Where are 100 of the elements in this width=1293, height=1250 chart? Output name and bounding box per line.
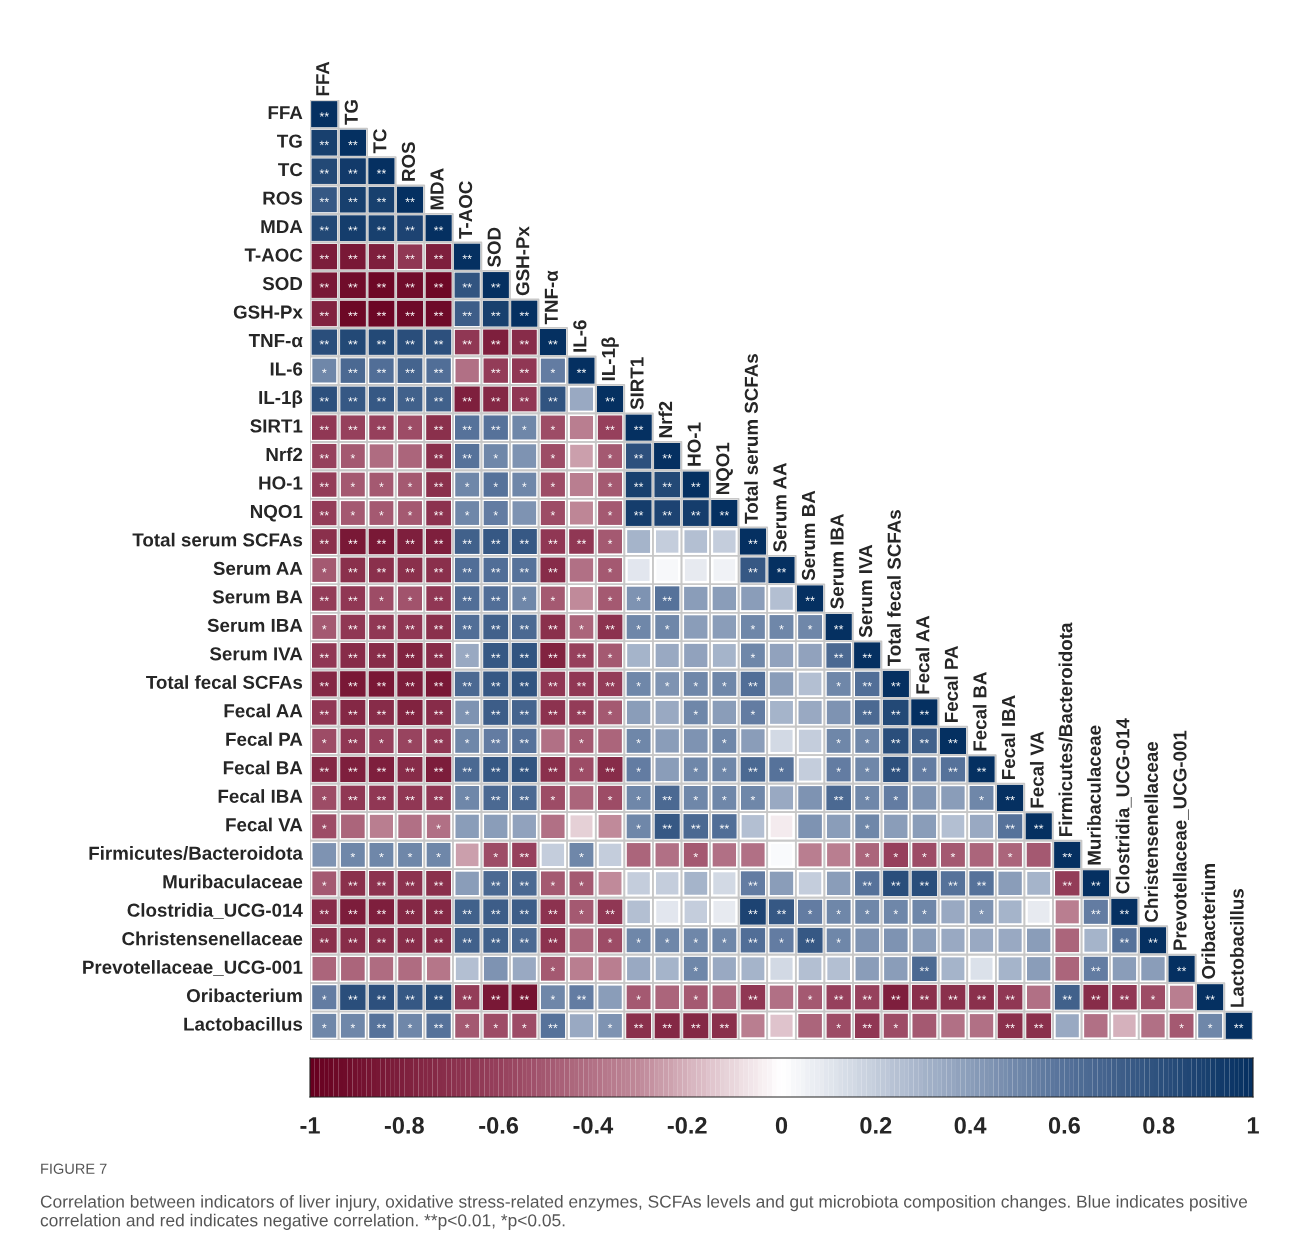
data-label: * [464, 710, 470, 715]
data-label: ** [748, 681, 758, 687]
data-label: ** [462, 454, 472, 459]
data-label: * [407, 596, 413, 601]
data-label: ** [319, 767, 329, 772]
data-label: ** [891, 681, 901, 687]
data-label: ** [519, 881, 529, 886]
data-label: * [550, 368, 556, 374]
data-label: * [1150, 995, 1156, 1000]
data-label: * [550, 795, 556, 801]
data-label: ** [462, 909, 472, 915]
data-label: * [464, 1023, 470, 1029]
data-label: * [493, 852, 498, 858]
data-label: ** [376, 767, 387, 772]
data-label: ** [491, 539, 501, 544]
data-label: ** [433, 226, 444, 231]
x-tick-label: Total fecal SCFAs [887, 510, 901, 667]
data-label: * [322, 568, 327, 573]
data-label: ** [462, 568, 472, 573]
data-label: * [464, 795, 470, 801]
data-label: ** [319, 425, 329, 431]
data-label: ** [891, 767, 901, 772]
data-label: ** [976, 881, 987, 886]
data-label: ** [376, 368, 387, 374]
data-label: ** [319, 140, 329, 146]
data-label: ** [491, 795, 501, 801]
x-tick-label: Fecal VA [1029, 731, 1044, 808]
data-label: ** [691, 511, 701, 516]
data-label: ** [348, 909, 358, 915]
x-tick-label: Clostridia_UCG-014 [1115, 718, 1132, 894]
data-label: ** [405, 254, 415, 260]
data-label: ** [376, 254, 387, 260]
data-label: ** [376, 311, 387, 317]
data-label: ** [405, 340, 415, 345]
data-label: ** [662, 596, 672, 601]
data-label: ** [405, 539, 415, 544]
data-label: ** [491, 681, 501, 687]
data-label: * [550, 482, 556, 487]
data-label: ** [348, 283, 358, 288]
data-label: * [579, 909, 584, 915]
data-label: ** [433, 909, 444, 915]
data-label: * [865, 795, 870, 801]
y-tick-label: Prevotellaceae_UCG-001 [83, 960, 303, 976]
data-label: * [550, 966, 556, 972]
data-label: * [350, 454, 356, 459]
data-label: * [550, 511, 556, 516]
data-label: ** [491, 397, 501, 402]
data-label: ** [491, 767, 501, 772]
data-label: ** [576, 653, 587, 658]
data-label: ** [433, 795, 444, 801]
data-label: ** [348, 254, 358, 260]
color-bar-label: -0.2 [667, 1117, 707, 1134]
data-label: ** [548, 767, 558, 772]
data-label: ** [348, 311, 358, 317]
x-tick-label: Oribacterium [1201, 864, 1216, 979]
data-label: * [379, 852, 384, 858]
data-label: ** [719, 511, 730, 516]
data-label: ** [576, 710, 587, 715]
data-label: ** [433, 454, 444, 459]
data-label: ** [862, 681, 872, 687]
data-label: ** [348, 938, 358, 943]
data-label: * [636, 795, 641, 801]
data-label: ** [1119, 938, 1130, 943]
data-label: ** [348, 681, 358, 687]
data-label: ** [462, 539, 472, 544]
data-label: * [636, 824, 641, 829]
data-label: ** [491, 568, 501, 573]
data-label: ** [491, 938, 501, 943]
data-label: ** [1119, 909, 1130, 915]
data-label: ** [319, 938, 329, 943]
data-label: * [407, 1023, 413, 1029]
data-label: * [322, 625, 327, 630]
data-label: ** [433, 254, 444, 260]
color-bar-label: -1 [300, 1117, 320, 1134]
data-label: * [893, 795, 899, 801]
data-label: * [407, 482, 413, 487]
data-label: ** [376, 995, 387, 1000]
data-label: * [522, 596, 527, 601]
data-label: * [322, 795, 327, 801]
data-label: ** [633, 482, 644, 487]
data-label: ** [376, 397, 387, 402]
data-label: * [836, 767, 841, 772]
data-label: ** [348, 539, 358, 544]
data-label: ** [462, 311, 472, 317]
data-label: ** [348, 596, 358, 601]
data-label: ** [862, 653, 872, 658]
data-label: * [322, 1023, 327, 1029]
data-label: * [836, 738, 841, 744]
data-label: ** [776, 909, 787, 915]
data-label: * [379, 738, 384, 744]
data-label: ** [319, 482, 329, 487]
data-label: * [493, 454, 498, 459]
data-label: * [664, 938, 670, 943]
data-label: ** [491, 881, 501, 886]
data-label: ** [319, 681, 329, 687]
data-label: ** [548, 710, 558, 715]
data-label: ** [405, 226, 415, 231]
x-tick-label: Fecal IBA [1001, 695, 1016, 779]
data-label: ** [548, 909, 558, 915]
data-label: ** [405, 909, 415, 915]
